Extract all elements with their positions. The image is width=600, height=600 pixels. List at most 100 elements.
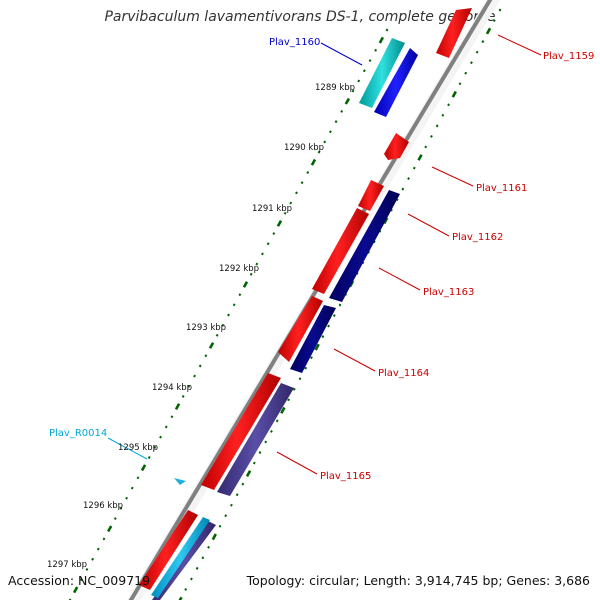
inner-scale-minor-tick (458, 82, 462, 86)
outer-scale-minor-tick (266, 242, 270, 246)
scale-label-1295: 1295 kbp (118, 443, 158, 453)
inner-scale-minor-tick (492, 19, 496, 22)
scale-label-1294: 1294 kbp (152, 383, 192, 393)
label-plav-1160: Plav_1160 (269, 37, 320, 48)
scale-ticks-outer (68, 28, 389, 600)
inner-scale-major-tick (245, 470, 252, 478)
label-plav-1162: Plav_1162 (452, 232, 503, 243)
gene-lower-forward (139, 510, 198, 590)
inner-scale-minor-tick (470, 61, 473, 65)
outer-scale-minor-tick (170, 415, 174, 419)
outer-scale-major-tick (174, 403, 181, 411)
outer-scale-minor-tick (295, 191, 298, 195)
inner-scale-minor-tick (475, 50, 479, 54)
inner-scale-minor-tick (321, 335, 325, 339)
gene-plav-1160-reverse (374, 48, 418, 117)
outer-scale-minor-tick (85, 567, 89, 571)
inner-scale-minor-tick (190, 577, 193, 581)
inner-scale-minor-tick (412, 166, 416, 170)
gene-forward-long (201, 373, 281, 490)
scale-label-1292: 1292 kbp (219, 264, 259, 274)
outer-scale-minor-tick (289, 201, 293, 205)
outer-scale-minor-tick (306, 171, 310, 174)
outer-scale-minor-tick (368, 59, 372, 63)
inner-scale-minor-tick (338, 303, 342, 307)
outer-scale-minor-tick (351, 89, 355, 93)
outer-scale-minor-tick (255, 262, 259, 266)
outer-scale-minor-tick (102, 537, 106, 541)
outer-scale-major-tick (208, 342, 215, 349)
outer-scale-minor-tick (79, 578, 83, 582)
inner-scale-minor-tick (218, 524, 222, 528)
outer-scale-minor-tick (357, 79, 361, 83)
inner-scale-minor-tick (332, 314, 336, 317)
inner-scale-minor-tick (390, 208, 393, 212)
inner-scale-minor-tick (195, 566, 199, 570)
inner-scale-minor-tick (304, 366, 308, 370)
outer-scale-minor-tick (147, 456, 151, 459)
outer-scale-major-tick (378, 36, 385, 44)
outer-scale-minor-tick (119, 506, 123, 510)
scale-ticks-inner (178, 8, 502, 600)
leader-plav-r0014 (107, 437, 148, 460)
inner-scale-minor-tick (224, 514, 228, 518)
outer-scale-minor-tick (385, 28, 389, 32)
inner-scale-minor-tick (235, 493, 239, 497)
outer-scale-minor-tick (249, 272, 253, 276)
outer-scale-minor-tick (272, 232, 276, 235)
inner-scale-major-tick (280, 406, 286, 414)
outer-scale-minor-tick (159, 435, 162, 439)
scale-label-1293: 1293 kbp (186, 323, 226, 333)
label-plav-1159: Plav_1159 (543, 51, 594, 62)
outer-scale-minor-tick (91, 557, 95, 561)
label-plav-r0014: Plav_R0014 (49, 428, 107, 439)
scale-label-1297: 1297 kbp (47, 560, 87, 570)
inner-scale-minor-tick (424, 145, 428, 149)
outer-scale-minor-tick (232, 303, 236, 307)
outer-scale-minor-tick (362, 69, 366, 73)
gene-plav-1159 (436, 8, 472, 58)
inner-scale-minor-tick (292, 387, 296, 391)
leader-plav-1163 (378, 267, 421, 291)
inner-scale-major-tick (485, 27, 492, 35)
label-plav-1164: Plav_1164 (378, 368, 429, 379)
outer-scale-minor-tick (136, 476, 140, 480)
inner-scale-major-tick (178, 596, 183, 600)
outer-scale-major-tick (242, 281, 249, 288)
inner-scale-minor-tick (401, 187, 405, 191)
leader-plav-1159 (497, 34, 542, 56)
outer-scale-minor-tick (238, 293, 242, 297)
outer-scale-major-tick (72, 586, 79, 594)
outer-scale-minor-tick (300, 181, 304, 185)
outer-scale-minor-tick (215, 333, 219, 337)
outer-scale-minor-tick (130, 486, 134, 490)
inner-scale-minor-tick (298, 377, 302, 381)
outer-scale-minor-tick (221, 323, 225, 327)
inner-scale-minor-tick (395, 198, 399, 202)
map-title: Parvibaculum lavamentivorans DS-1, compl… (104, 9, 496, 25)
outer-scale-minor-tick (153, 445, 157, 449)
inner-scale-major-tick (451, 90, 457, 98)
gene-lower-rna (151, 517, 210, 598)
outer-scale-minor-tick (374, 48, 378, 52)
outer-scale-minor-tick (283, 211, 287, 215)
outer-scale-minor-tick (193, 374, 196, 378)
leader-plav-1165 (276, 451, 318, 475)
inner-scale-minor-tick (407, 177, 410, 181)
scale-label-1291: 1291 kbp (252, 204, 292, 214)
inner-scale-minor-tick (241, 482, 245, 486)
inner-scale-minor-tick (201, 556, 205, 560)
outer-scale-minor-tick (198, 364, 202, 368)
gene-small-forward (358, 180, 384, 211)
gene-plav-1163 (312, 208, 369, 294)
outer-scale-minor-tick (340, 110, 344, 113)
outer-scale-minor-tick (227, 313, 230, 317)
gene-forward-mid (278, 296, 323, 362)
inner-scale-major-tick (211, 533, 217, 541)
outer-scale-minor-tick (125, 496, 128, 500)
gene-plav-r0014 (174, 478, 186, 485)
inner-scale-minor-tick (287, 398, 290, 402)
outer-scale-major-tick (140, 464, 147, 472)
leader-plav-1161 (431, 166, 474, 187)
outer-scale-minor-tick (68, 598, 72, 600)
